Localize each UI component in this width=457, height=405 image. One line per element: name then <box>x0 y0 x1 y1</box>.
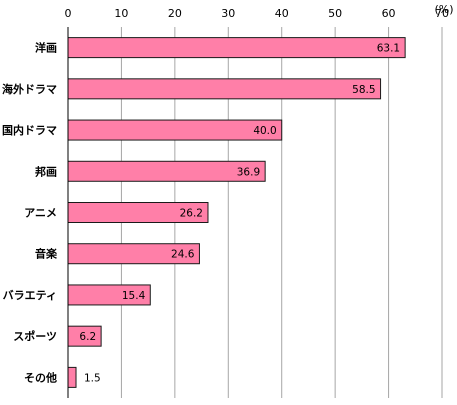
x-tick-labels: 0 10 20 30 40 50 60 70 <box>65 7 450 20</box>
x-tick-label: 70 <box>435 7 449 20</box>
value-label: 63.1 <box>377 43 400 55</box>
value-labels: 63.1 58.5 40.0 36.9 26.2 24.6 15.4 6.2 1.5 <box>79 43 400 385</box>
category-label: アニメ <box>24 207 57 220</box>
category-label: 洋画 <box>35 41 57 55</box>
x-tick-label: 40 <box>275 7 289 20</box>
value-label: 58.5 <box>352 84 375 96</box>
value-label: 1.5 <box>84 372 101 384</box>
value-label: 6.2 <box>79 331 96 343</box>
x-tick-label: 50 <box>328 7 342 20</box>
category-label: 国内ドラマ <box>2 123 57 137</box>
value-label: 40.0 <box>253 125 276 137</box>
bar <box>67 160 266 182</box>
category-label: 海外ドラマ <box>2 82 57 96</box>
bars <box>67 37 406 388</box>
category-label: バラエティ <box>3 289 57 302</box>
bar <box>67 119 283 141</box>
category-label: 邦画 <box>35 164 57 178</box>
value-label: 26.2 <box>180 208 203 220</box>
unit-label: (%) <box>434 3 453 16</box>
value-label: 36.9 <box>237 166 260 178</box>
category-label: その他 <box>24 370 57 384</box>
x-tick-label: 0 <box>65 7 72 20</box>
category-label: 音楽 <box>35 247 58 261</box>
x-tick-label: 30 <box>221 7 235 20</box>
category-label: スポーツ <box>13 329 57 343</box>
x-tick-label: 20 <box>168 7 182 20</box>
bar <box>67 366 77 388</box>
bar <box>67 78 382 100</box>
x-tick-label: 10 <box>114 7 128 20</box>
x-tick-label: 60 <box>382 7 396 20</box>
bar <box>67 37 406 59</box>
value-label: 24.6 <box>171 249 195 261</box>
value-label: 15.4 <box>122 290 146 302</box>
